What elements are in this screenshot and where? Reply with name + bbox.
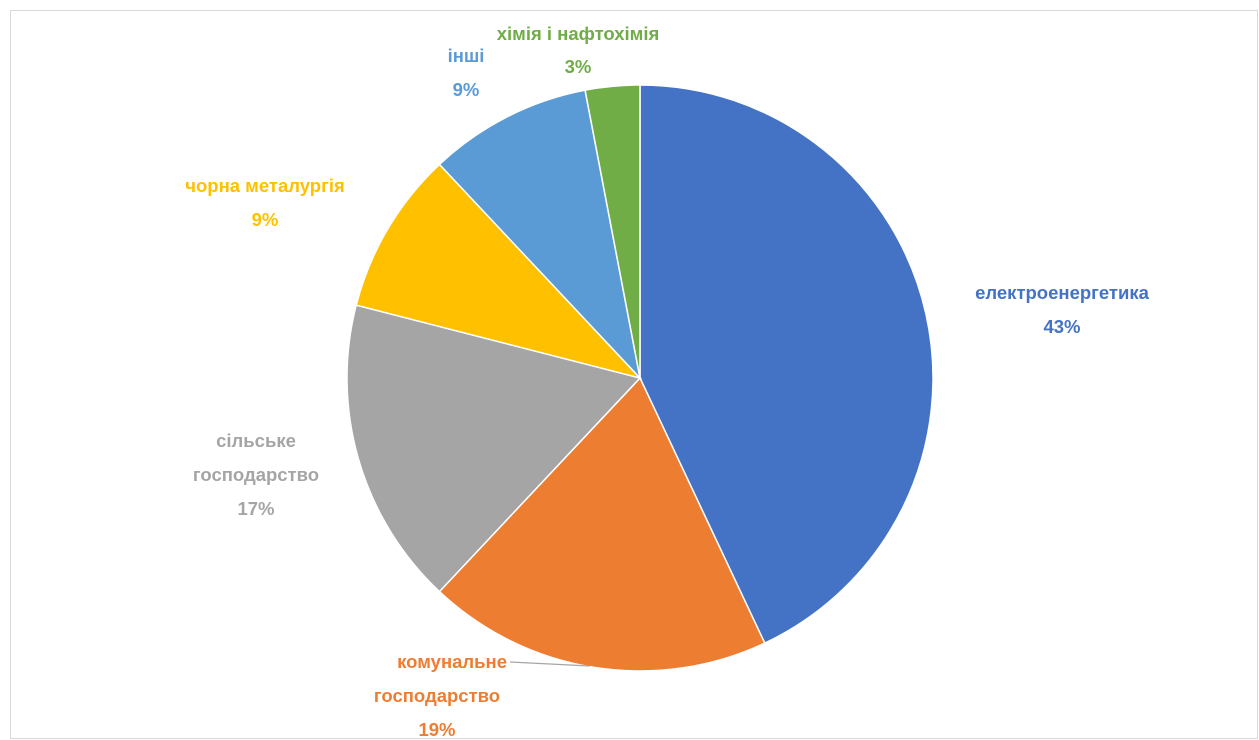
slice-label-value: 9%: [453, 79, 480, 100]
slice-label-name: хімія і нафтохімія: [497, 23, 660, 44]
pie-slice: [346, 304, 642, 593]
pie-slice: [355, 163, 643, 380]
pie-slice: [584, 84, 641, 379]
slice-label-value: 19%: [418, 719, 455, 740]
slice-label-name: електроенергетика: [975, 282, 1150, 303]
pie-slice: [438, 376, 766, 672]
slice-label-name-line1: сільське: [216, 430, 296, 451]
leader-line: [509, 661, 591, 667]
slice-label-name: чорна металургія: [185, 175, 345, 196]
pie-slice: [639, 84, 934, 645]
slice-label-name: інші: [448, 45, 485, 66]
slice-label-name-line1: комунальне: [397, 651, 507, 672]
leader-lines: [509, 661, 591, 667]
pie-slices: [346, 84, 934, 672]
slice-label-value: 3%: [565, 56, 592, 77]
slice-label-value: 17%: [237, 498, 274, 519]
slice-label-value: 43%: [1043, 316, 1080, 337]
slice-label-name-line2: господарство: [374, 685, 500, 706]
pie-slice: [438, 89, 642, 381]
slice-label-name-line2: господарство: [193, 464, 319, 485]
slice-label-value: 9%: [252, 209, 279, 230]
